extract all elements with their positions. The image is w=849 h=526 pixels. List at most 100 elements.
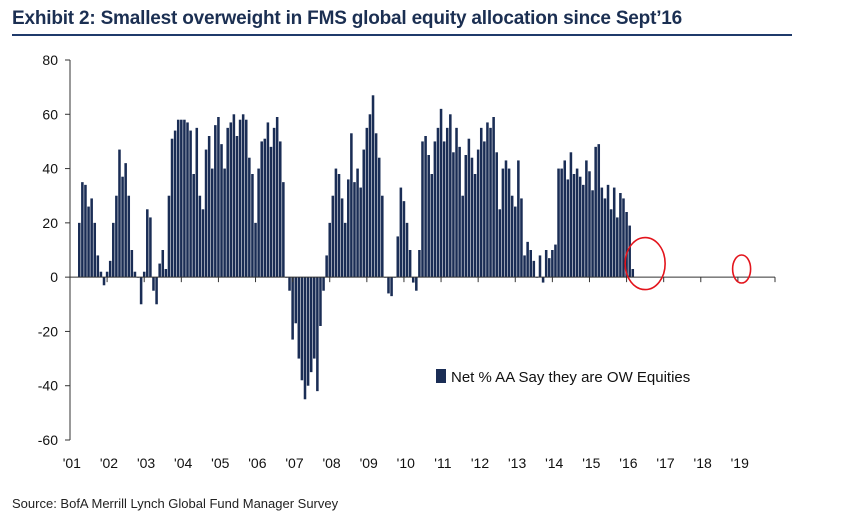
bar [313,277,316,359]
bar [272,127,276,278]
bar [343,222,347,278]
bar [575,168,579,278]
bar [371,95,375,278]
bar [210,168,214,278]
bar [167,195,171,278]
bar [569,152,573,278]
bar [473,174,477,278]
bar [588,171,591,278]
bar [622,198,625,278]
bar [510,195,514,278]
x-tick-label: '16 [619,455,637,471]
legend-label: Net % AA Say they are OW Equities [451,369,690,386]
bar [238,119,242,278]
bar [90,198,93,278]
x-tick-label: '06 [248,455,266,471]
x-tick-label: '03 [137,455,155,471]
bar [328,222,332,278]
bar [192,174,195,278]
bar [452,152,455,278]
bar [424,136,427,278]
bar [470,157,474,278]
bar [526,241,529,278]
bar [201,209,205,278]
bar [541,277,545,283]
bar [186,122,189,278]
bar [337,174,341,278]
bar [115,195,118,278]
y-tick-label: 20 [42,215,58,231]
x-tick-label: '15 [582,455,600,471]
bar [548,258,551,278]
bar [226,127,229,278]
bar [81,182,84,278]
bar [124,163,127,278]
x-tick-label: '19 [731,455,749,471]
bar [591,190,594,278]
bar [609,209,613,278]
bar [353,182,356,278]
bar [220,144,223,278]
bar [260,141,263,278]
bar [492,117,495,278]
bar [396,236,400,278]
bar [78,222,81,278]
legend-swatch [436,369,446,383]
bar [294,277,297,324]
x-tick-label: '08 [322,455,340,471]
bar [309,277,313,373]
bar [282,182,285,278]
bar [554,244,557,278]
x-tick-label: '05 [211,455,229,471]
bar [127,195,131,278]
bar [306,277,310,386]
bar [368,114,372,278]
bar [631,269,635,278]
bar [433,141,437,278]
x-tick-label: '14 [545,455,563,471]
x-tick-label: '18 [694,455,712,471]
bar [108,260,112,278]
bar [572,174,576,278]
bar [266,122,270,278]
bar [223,168,226,278]
bar [319,277,322,326]
bar [146,209,149,278]
bar [297,277,301,359]
bar [616,217,619,278]
title-underline [12,34,792,36]
bar [449,114,452,278]
bar [331,195,335,278]
bar [619,193,622,278]
bar [445,127,449,278]
bar [118,149,121,278]
bar [461,195,464,278]
bar [359,187,362,278]
bar [486,122,489,278]
bar [133,271,137,278]
bar [612,187,616,278]
bar [112,222,115,278]
x-tick-label: '07 [285,455,303,471]
bar [347,179,350,278]
bar [514,206,517,278]
bar [155,277,158,305]
bar [455,127,458,278]
bar [582,184,585,278]
bar [501,168,505,278]
bar [529,250,532,278]
bar [164,269,168,278]
bar [248,157,251,278]
highlight-circle [624,236,666,291]
bar [275,117,279,278]
bar [489,127,492,278]
bar [390,277,393,297]
bar [180,119,183,278]
bar [377,157,381,278]
bar [362,149,366,278]
bar [241,114,245,278]
y-tick-label: -60 [38,432,58,448]
bar [142,271,146,278]
bar [479,127,483,278]
bar [340,198,344,278]
